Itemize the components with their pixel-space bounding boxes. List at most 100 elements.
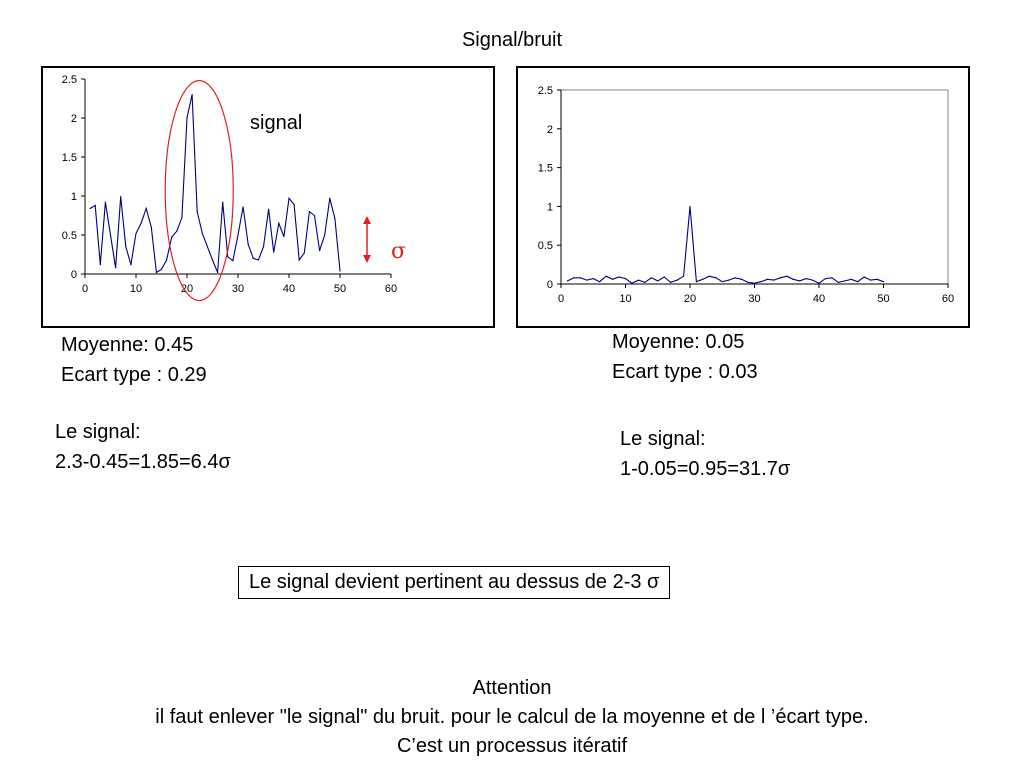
signal-highlight-ellipse — [164, 79, 234, 302]
slide-title: Signal/bruit — [461, 29, 563, 51]
x-tick-label: 0 — [82, 283, 88, 295]
y-tick-label: 1 — [547, 201, 553, 213]
left-mean-text: Moyenne: 0.45 — [61, 334, 194, 356]
x-tick-label: 50 — [334, 283, 346, 295]
right-signal-formula: 1-0.05=0.95=31.7σ — [620, 458, 791, 480]
series-line — [567, 206, 884, 284]
data-point — [760, 281, 762, 283]
data-point — [232, 260, 234, 262]
data-point — [247, 243, 249, 245]
data-point — [818, 282, 820, 284]
sigma-arrow-up-head — [363, 216, 371, 224]
y-tick-label: 0 — [547, 279, 553, 291]
data-point — [181, 217, 183, 219]
filtered-signal-chart: 0 0.5 1 1.5 2 2.5 0 10 20 30 40 50 60 — [516, 66, 970, 328]
right-mean-text: Moyenne: 0.05 — [612, 331, 745, 353]
data-point — [618, 276, 620, 278]
data-point — [805, 277, 807, 280]
x-tick-label: 60 — [942, 293, 954, 305]
data-point — [339, 270, 341, 272]
data-point — [721, 281, 723, 283]
data-point — [201, 232, 203, 235]
data-point — [644, 281, 646, 284]
data-point — [242, 206, 244, 208]
data-point — [592, 277, 594, 280]
x-tick-label: 30 — [232, 283, 244, 295]
data-point — [313, 214, 316, 217]
data-point — [303, 252, 305, 254]
data-point — [695, 281, 698, 283]
data-point — [876, 278, 878, 280]
data-point — [766, 278, 768, 280]
bottom-note: Attention il faut enlever "le signal" du… — [0, 674, 1024, 761]
data-point — [257, 259, 259, 261]
x-tick-label: 10 — [130, 283, 142, 295]
data-point — [186, 117, 188, 119]
data-point — [120, 196, 122, 198]
data-point — [115, 267, 117, 269]
data-point — [176, 230, 178, 232]
x-tick-label: 40 — [813, 293, 825, 305]
data-point — [150, 226, 152, 228]
y-tick-label: 0.5 — [62, 230, 77, 242]
data-point — [844, 280, 846, 282]
data-point — [227, 256, 229, 258]
data-point — [882, 281, 885, 283]
plot-area-frame — [560, 89, 949, 285]
data-point — [657, 280, 659, 282]
data-point — [837, 281, 839, 284]
data-point — [715, 277, 717, 279]
data-point — [273, 251, 275, 253]
data-point — [631, 282, 633, 284]
data-point — [104, 201, 106, 203]
data-point — [191, 94, 193, 96]
noisy-signal-chart: 0 0.5 1 1.5 2 2.5 0 10 20 30 40 50 60 signal σ — [41, 66, 495, 328]
x-tick-label: 40 — [283, 283, 295, 295]
data-point — [599, 281, 601, 283]
bottom-note-line1: Attention — [472, 677, 552, 699]
data-point — [637, 279, 639, 281]
data-point — [792, 278, 794, 280]
data-point — [196, 211, 198, 213]
data-point — [130, 264, 132, 266]
data-point — [573, 277, 575, 279]
data-point — [140, 222, 142, 224]
y-tick-label: 1.5 — [62, 152, 77, 164]
data-point — [298, 259, 300, 261]
data-point — [329, 197, 331, 199]
data-point — [217, 271, 219, 274]
left-signal-calc: Le signal: 2.3-0.45=1.85=6.4σ — [55, 417, 231, 477]
y-tick-label: 2 — [547, 124, 553, 136]
right-stats: Moyenne: 0.05 Ecart type : 0.03 — [612, 327, 758, 387]
data-point — [857, 281, 859, 283]
y-tick-label: 1 — [71, 191, 77, 203]
data-point — [94, 204, 96, 206]
data-point — [308, 211, 310, 213]
data-point — [206, 246, 208, 248]
data-point — [811, 279, 814, 281]
y-tick-label: 2.5 — [538, 85, 553, 97]
data-point — [863, 276, 865, 278]
data-point — [211, 259, 214, 261]
data-point — [237, 234, 239, 236]
data-point — [334, 218, 336, 220]
data-point — [125, 246, 127, 248]
data-point — [850, 278, 852, 280]
data-point — [283, 235, 285, 238]
sigma-arrow-down-head — [363, 255, 371, 263]
data-point — [831, 277, 833, 279]
data-point — [612, 278, 614, 280]
data-point — [773, 279, 775, 281]
data-point — [252, 257, 254, 259]
data-point — [708, 275, 710, 277]
data-point — [650, 277, 652, 279]
data-point — [824, 277, 827, 280]
right-signal-label: Le signal: — [620, 428, 706, 450]
data-point — [99, 264, 101, 266]
data-point — [222, 201, 224, 203]
x-tick-label: 50 — [877, 293, 889, 305]
data-point — [160, 268, 163, 270]
data-point — [293, 203, 295, 206]
series-line — [89, 94, 341, 274]
data-point — [109, 234, 112, 236]
